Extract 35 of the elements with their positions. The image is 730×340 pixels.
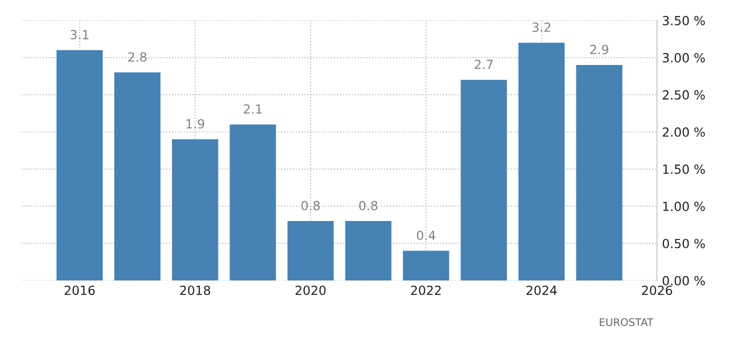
x-tick-label: 2016 xyxy=(64,286,95,296)
bar xyxy=(230,124,276,280)
data-label: 2.1 xyxy=(244,104,262,114)
bar xyxy=(518,42,565,280)
text: EUROSTAT xyxy=(600,318,654,326)
y-tick-label: 2.00 % xyxy=(662,127,705,137)
y-tick-label: 2.50 % xyxy=(662,90,705,100)
bar xyxy=(114,72,160,280)
data-label: 3.2 xyxy=(532,22,550,32)
bar xyxy=(576,64,622,280)
y-tick-label: 1.00 % xyxy=(663,202,705,212)
data-label: 0.8 xyxy=(359,200,378,210)
x-tick-label: 2024 xyxy=(526,286,557,296)
data-label: 2.9 xyxy=(590,44,608,54)
data-label: 0.4 xyxy=(416,230,436,240)
data-label: 2.7 xyxy=(474,60,493,69)
y-tick-label: 0.50 % xyxy=(662,238,705,248)
y-tick-label: 1.50 % xyxy=(663,164,705,174)
y-tick-label: 3.50 % xyxy=(662,16,705,26)
data-label: 1.9 xyxy=(186,119,204,129)
bar xyxy=(287,221,334,280)
bar xyxy=(345,221,392,280)
data-label: 3.1 xyxy=(70,30,88,40)
y-tick-label: 0.00 % xyxy=(662,276,705,286)
bar xyxy=(402,250,450,280)
y-tick-label: 3.00 % xyxy=(662,53,705,62)
bar xyxy=(460,80,507,280)
data-label: 2.8 xyxy=(128,52,146,62)
bar xyxy=(56,50,103,280)
x-tick-label: 2018 xyxy=(180,286,210,296)
x-tick-label: 2026 xyxy=(642,286,672,296)
bar xyxy=(172,139,218,280)
data-label: 0.8 xyxy=(301,200,320,210)
x-tick-label: 2022 xyxy=(411,286,441,296)
x-tick-label: 2020 xyxy=(296,286,326,296)
